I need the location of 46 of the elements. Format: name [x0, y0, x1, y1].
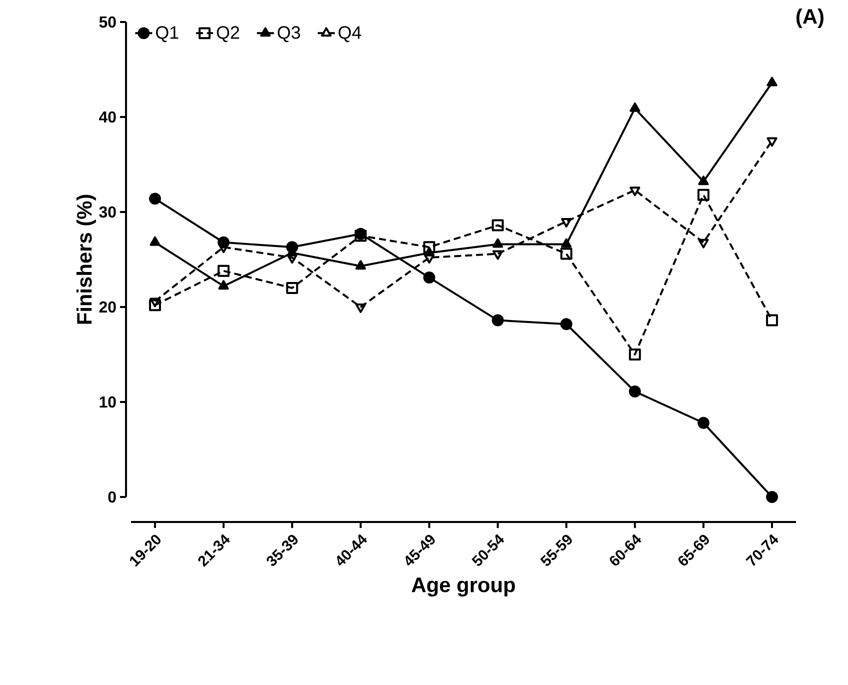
point — [697, 188, 710, 201]
y-axis-title: Finishers (%) — [76, 194, 96, 324]
point — [697, 416, 710, 429]
point — [561, 238, 572, 248]
y-tick-label: 50 — [99, 16, 116, 28]
y-tick-label: 40 — [99, 111, 116, 123]
legend-label: Q3 — [278, 26, 300, 42]
legend-label: Q2 — [216, 26, 240, 42]
point — [149, 192, 161, 205]
legend-label: Q4 — [338, 26, 362, 42]
point — [218, 264, 230, 277]
y-tick-label: 10 — [100, 396, 116, 408]
y-tick-label: 0 — [108, 491, 116, 503]
point — [492, 219, 504, 232]
point — [150, 236, 160, 246]
point — [628, 386, 641, 398]
point — [698, 176, 709, 186]
point — [150, 298, 160, 308]
point — [492, 250, 504, 260]
point — [218, 280, 229, 290]
x-axis-title: Age group — [412, 578, 515, 597]
point — [630, 186, 640, 196]
point — [628, 348, 641, 360]
point — [492, 314, 504, 326]
point — [766, 491, 778, 503]
annotation: (A) — [796, 8, 824, 28]
point — [766, 76, 778, 86]
point — [424, 254, 435, 264]
legend-label: Q1 — [156, 26, 178, 42]
point — [766, 137, 778, 147]
point — [766, 314, 778, 326]
point — [630, 102, 640, 112]
point — [355, 303, 366, 313]
point — [286, 282, 298, 294]
point — [423, 272, 436, 284]
point — [492, 238, 504, 248]
point — [423, 241, 436, 254]
point — [560, 318, 572, 330]
y-tick-label: 20 — [99, 301, 116, 313]
point — [149, 299, 161, 312]
point — [560, 248, 572, 260]
point — [286, 254, 298, 264]
y-tick-label: 30 — [99, 206, 116, 218]
point — [355, 260, 366, 270]
point — [561, 218, 572, 228]
point — [698, 238, 709, 248]
